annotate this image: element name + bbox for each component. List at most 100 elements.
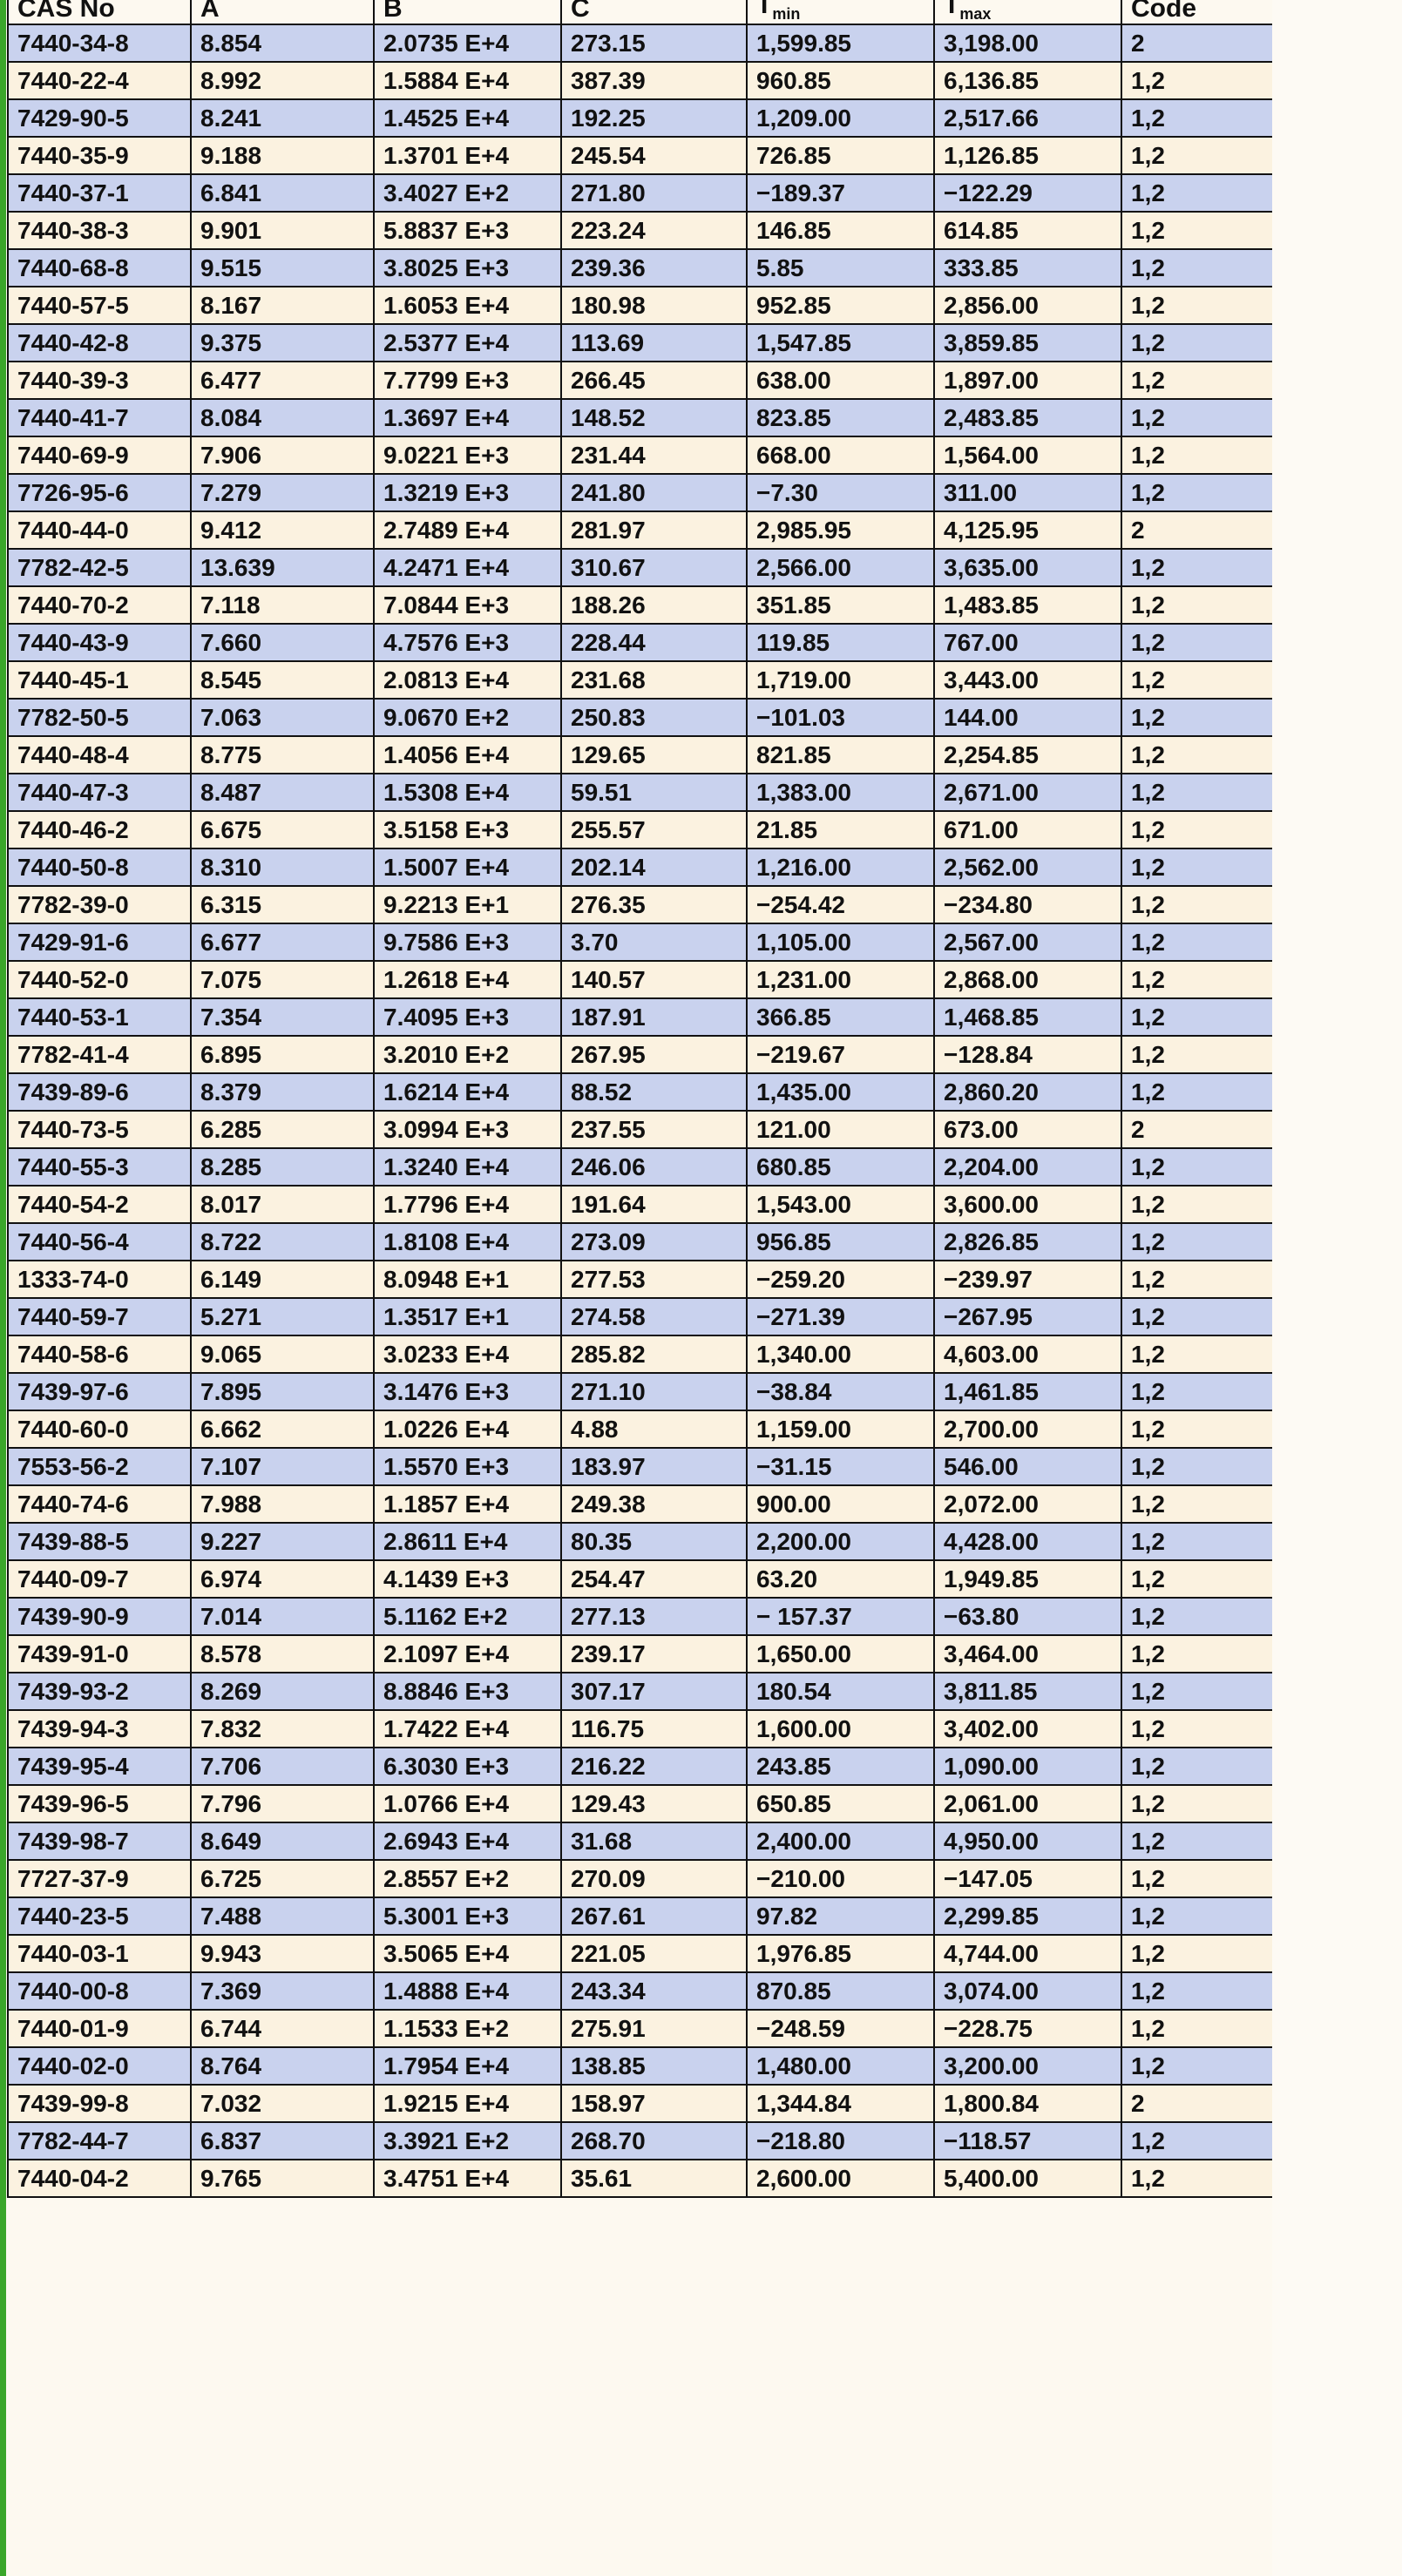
table-row: 7440-42-8 9.375 2.5377 E+4 113.69 1,547.85 3,… bbox=[7, 323, 1274, 362]
column-header: B bbox=[373, 0, 562, 25]
table-cell: 1,2 bbox=[1121, 248, 1274, 287]
table-cell: 9.0670 E+2 bbox=[373, 698, 562, 737]
table-cell: 5.271 bbox=[190, 1297, 375, 1336]
table-cell: 7440-35-9 bbox=[7, 136, 192, 175]
table-row: 7440-01-9 6.744 1.1533 E+2 275.91 −248.59 −22… bbox=[7, 2009, 1274, 2048]
table-cell: 223.24 bbox=[560, 211, 748, 250]
table-cell: 2,860.20 bbox=[933, 1072, 1122, 1112]
table-cell: 4.7576 E+3 bbox=[373, 623, 562, 662]
table-cell: 1,105.00 bbox=[746, 923, 935, 962]
table-cell: 6.3030 E+3 bbox=[373, 1747, 562, 1786]
table-cell: 3,859.85 bbox=[933, 323, 1122, 362]
table-cell: 6.677 bbox=[190, 923, 375, 962]
table-cell: 119.85 bbox=[746, 623, 935, 662]
table-cell: 7439-89-6 bbox=[7, 1072, 192, 1112]
table-cell: 1.0766 E+4 bbox=[373, 1784, 562, 1823]
table-cell: 3.5065 E+4 bbox=[373, 1934, 562, 1973]
table-cell: 1,2 bbox=[1121, 1559, 1274, 1599]
table-cell: 1,2 bbox=[1121, 548, 1274, 587]
table-cell: 2.8611 E+4 bbox=[373, 1522, 562, 1561]
table-cell: 1.9215 E+4 bbox=[373, 2084, 562, 2123]
table-row: 7440-00-8 7.369 1.4888 E+4 243.34 870.85 3,07… bbox=[7, 1971, 1274, 2011]
table-cell: 8.241 bbox=[190, 98, 375, 138]
table-cell: 7726-95-6 bbox=[7, 473, 192, 512]
table-cell: 146.85 bbox=[746, 211, 935, 250]
table-cell: 960.85 bbox=[746, 61, 935, 100]
table-cell: 7440-43-9 bbox=[7, 623, 192, 662]
table-cell: 2,517.66 bbox=[933, 98, 1122, 138]
table-cell: 4.2471 E+4 bbox=[373, 548, 562, 587]
table-cell: 7440-04-2 bbox=[7, 2159, 192, 2198]
table-cell: −118.57 bbox=[933, 2121, 1122, 2160]
table-cell: 1,650.00 bbox=[746, 1634, 935, 1673]
table-cell: 6,136.85 bbox=[933, 61, 1122, 100]
table-cell: 7440-56-4 bbox=[7, 1222, 192, 1261]
table-row: 7440-68-8 9.515 3.8025 E+3 239.36 5.85 333.85… bbox=[7, 248, 1274, 287]
column-header: Code bbox=[1121, 0, 1274, 25]
table-cell: 7429-91-6 bbox=[7, 923, 192, 962]
table-cell: 9.065 bbox=[190, 1335, 375, 1374]
table-cell: 116.75 bbox=[560, 1709, 748, 1748]
column-header: Tmin bbox=[746, 0, 935, 25]
table-cell: 1,2 bbox=[1121, 960, 1274, 999]
table-row: 7440-39-3 6.477 7.7799 E+3 266.45 638.00 1,89… bbox=[7, 361, 1274, 400]
table-cell: 1,564.00 bbox=[933, 436, 1122, 475]
table-cell: 6.744 bbox=[190, 2009, 375, 2048]
table-cell: 1,2 bbox=[1121, 1072, 1274, 1112]
table-row: 7440-43-9 7.660 4.7576 E+3 228.44 119.85 767.… bbox=[7, 623, 1274, 662]
table-cell: 63.20 bbox=[746, 1559, 935, 1599]
table-cell: 1,2 bbox=[1121, 1971, 1274, 2011]
table-cell: 2,254.85 bbox=[933, 735, 1122, 774]
table-cell: 188.26 bbox=[560, 585, 748, 625]
page-margin bbox=[1272, 0, 1402, 2576]
table-cell: 246.06 bbox=[560, 1147, 748, 1187]
table-cell: 7440-54-2 bbox=[7, 1185, 192, 1224]
table-cell: 8.285 bbox=[190, 1147, 375, 1187]
table-cell: 1,2 bbox=[1121, 1859, 1274, 1898]
table-cell: 9.412 bbox=[190, 510, 375, 550]
table-cell: 138.85 bbox=[560, 2046, 748, 2086]
table-cell: 7440-38-3 bbox=[7, 211, 192, 250]
table-cell: 7440-46-2 bbox=[7, 810, 192, 849]
table-cell: 2,700.00 bbox=[933, 1410, 1122, 1449]
table-cell: 668.00 bbox=[746, 436, 935, 475]
table-cell: 1,216.00 bbox=[746, 848, 935, 887]
table-cell: 4,744.00 bbox=[933, 1934, 1122, 1973]
table-cell: 1,2 bbox=[1121, 136, 1274, 175]
table-cell: 1,2 bbox=[1121, 923, 1274, 962]
table-cell: 1,2 bbox=[1121, 173, 1274, 213]
table-cell: 202.14 bbox=[560, 848, 748, 887]
table-cell: −254.42 bbox=[746, 885, 935, 924]
table-cell: 1.0226 E+4 bbox=[373, 1410, 562, 1449]
table-cell: 310.67 bbox=[560, 548, 748, 587]
table-cell: 8.649 bbox=[190, 1822, 375, 1861]
table-cell: 1.4525 E+4 bbox=[373, 98, 562, 138]
table-cell: 183.97 bbox=[560, 1447, 748, 1486]
table-cell: 2,856.00 bbox=[933, 286, 1122, 325]
table-cell: 231.68 bbox=[560, 660, 748, 700]
table-cell: 8.992 bbox=[190, 61, 375, 100]
table-cell: 1,159.00 bbox=[746, 1410, 935, 1449]
table-cell: 3.0233 E+4 bbox=[373, 1335, 562, 1374]
table-cell: 2.1097 E+4 bbox=[373, 1634, 562, 1673]
table-cell: 1,2 bbox=[1121, 1335, 1274, 1374]
table-cell: 3.1476 E+3 bbox=[373, 1372, 562, 1411]
table-cell: 1,340.00 bbox=[746, 1335, 935, 1374]
table-cell: −63.80 bbox=[933, 1597, 1122, 1636]
table-cell: 823.85 bbox=[746, 398, 935, 437]
table-cell: −271.39 bbox=[746, 1297, 935, 1336]
table-cell: 1,2 bbox=[1121, 1410, 1274, 1449]
table-cell: 2.6943 E+4 bbox=[373, 1822, 562, 1861]
table-cell: 8.722 bbox=[190, 1222, 375, 1261]
table-cell: 144.00 bbox=[933, 698, 1122, 737]
table-cell: 285.82 bbox=[560, 1335, 748, 1374]
table-cell: 7440-22-4 bbox=[7, 61, 192, 100]
table-cell: 1,090.00 bbox=[933, 1747, 1122, 1786]
table-cell: 1,2 bbox=[1121, 473, 1274, 512]
table-cell: 2,671.00 bbox=[933, 773, 1122, 812]
table-cell: 21.85 bbox=[746, 810, 935, 849]
table-cell: 231.44 bbox=[560, 436, 748, 475]
table-row: 7440-48-4 8.775 1.4056 E+4 129.65 821.85 2,25… bbox=[7, 735, 1274, 774]
table-cell: 1,2 bbox=[1121, 2159, 1274, 2198]
table-cell: 7440-01-9 bbox=[7, 2009, 192, 2048]
